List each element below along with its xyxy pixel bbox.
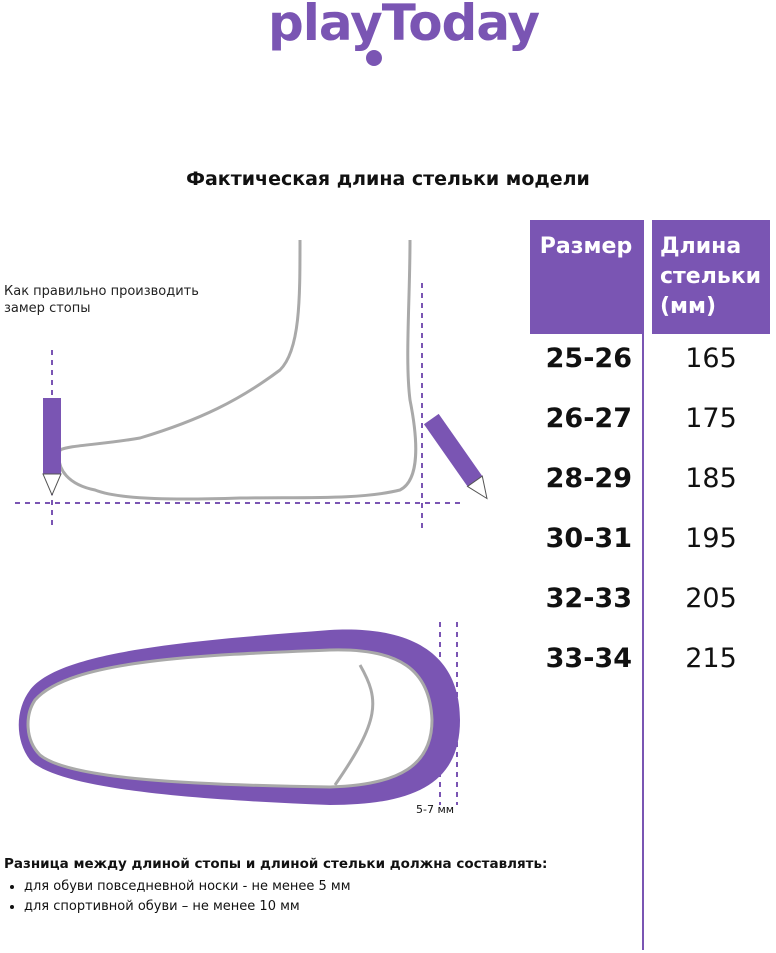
note-heading: Разница между длиной стопы и длиной стел…	[4, 856, 548, 872]
size-cell: 25-26	[545, 343, 632, 374]
size-cell: 30-31	[545, 523, 632, 554]
page-title: Фактическая длина стельки модели	[186, 168, 590, 190]
foot-side-illustration	[15, 239, 488, 530]
fit-note: Разница между длиной стопы и длиной стел…	[4, 856, 547, 917]
pencil-right-icon	[423, 413, 488, 500]
pencil-left-icon	[42, 398, 62, 497]
insole-illustration	[18, 622, 460, 805]
measure-instruction: Как правильно производить замер стопы	[4, 284, 199, 316]
header-size: Размер	[530, 220, 642, 334]
logo: playToday	[268, 0, 540, 70]
column-divider	[642, 220, 644, 950]
size-cell: 32-33	[545, 583, 632, 614]
note-item: для обуви повседневной носки - не менее …	[24, 877, 547, 897]
table-row: 26-27 175	[530, 403, 770, 443]
length-cell: 215	[685, 643, 737, 674]
size-cell: 28-29	[545, 463, 632, 494]
length-cell: 165	[685, 343, 737, 374]
table-row: 33-34 215	[530, 643, 770, 683]
note-item: для спортивной обуви – не менее 10 мм	[24, 897, 547, 917]
header-length: Длина стельки (мм)	[652, 220, 770, 334]
logo-text: playToday	[268, 0, 540, 52]
length-cell: 185	[685, 463, 737, 494]
gap-label: 5-7 мм	[416, 803, 455, 816]
length-cell: 205	[685, 583, 737, 614]
size-cell: 26-27	[545, 403, 632, 434]
table-row: 30-31 195	[530, 523, 770, 563]
logo-dot	[366, 50, 382, 66]
length-cell: 195	[685, 523, 737, 554]
table-row: 28-29 185	[530, 463, 770, 503]
table-row: 32-33 205	[530, 583, 770, 623]
length-cell: 175	[685, 403, 737, 434]
table-row: 25-26 165	[530, 343, 770, 383]
size-cell: 33-34	[545, 643, 632, 674]
